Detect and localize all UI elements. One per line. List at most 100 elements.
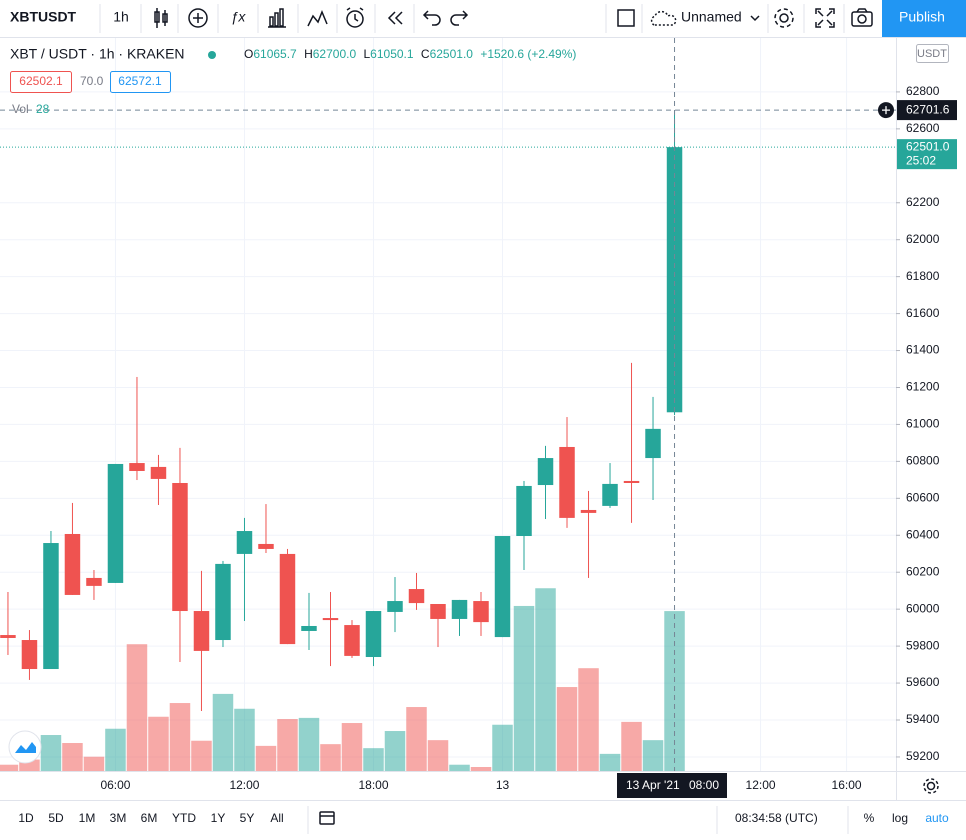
logo-shape [15, 742, 36, 753]
settings-icon[interactable] [774, 8, 794, 28]
clock[interactable]: 08:34:58 (UTC) [735, 811, 818, 825]
y-tick-label: 61800 [906, 269, 940, 283]
templates-icon[interactable] [307, 10, 328, 27]
candle-body [602, 483, 618, 506]
select-icon[interactable] [617, 9, 635, 27]
candle-body [580, 509, 597, 513]
undo-icon[interactable] [422, 10, 441, 26]
range-button[interactable]: All [270, 811, 283, 825]
volume-bar [126, 644, 148, 771]
volume-bar [427, 740, 449, 771]
logo [8, 730, 42, 764]
plus-sign[interactable] [882, 106, 890, 115]
cloud-icon[interactable] [650, 10, 677, 26]
volume-bar [406, 707, 427, 771]
bid[interactable]: 62502.1 [19, 74, 63, 88]
y-tick-label: 60800 [906, 454, 940, 468]
bottom-bar: 08:34:58 (UTC) % log auto 1D 5D 1M 3M 6M YTD 1… [18, 806, 949, 834]
chart-type-icon[interactable] [154, 8, 168, 28]
currency[interactable]: USDT [917, 48, 947, 60]
l-value: 61050.1 [370, 47, 414, 61]
volume-bar [621, 721, 642, 771]
volume-bar [191, 740, 212, 771]
candle-body [258, 543, 274, 549]
volume-bar [513, 605, 535, 771]
o-label: O [244, 47, 253, 61]
y-tick-label: 60600 [906, 491, 940, 505]
candle-body [107, 463, 124, 583]
volume-bar [320, 744, 341, 771]
bid-box[interactable] [10, 71, 72, 93]
candle-body [21, 640, 38, 670]
range-button[interactable]: 6M [141, 811, 158, 825]
top-toolbar: XBTUSDT 1h ƒx Unnamed Publish [0, 0, 966, 38]
range-button[interactable]: 5D [48, 811, 64, 825]
volume-bar [148, 716, 169, 771]
range-button[interactable]: 3M [110, 811, 127, 825]
candle-body [43, 543, 59, 670]
crosshair-price-label: 62701.6 [906, 102, 950, 116]
candle-body [279, 553, 296, 645]
range-button[interactable]: 5Y [240, 811, 255, 825]
x-tick-label: 16:00 [832, 778, 862, 792]
layout-name[interactable]: Unnamed [681, 9, 742, 25]
spread: 70.0 [80, 74, 104, 88]
candle-body [473, 601, 489, 623]
candle-body [365, 611, 382, 658]
ask-box[interactable] [110, 71, 171, 93]
fullscreen-icon[interactable] [815, 8, 835, 28]
crosshair-plus[interactable] [878, 102, 894, 119]
redo-icon[interactable] [450, 10, 469, 26]
candle-body [301, 625, 317, 631]
volume-bar [384, 731, 406, 771]
auto-toggle[interactable]: auto [925, 811, 949, 825]
compare-icon[interactable] [188, 8, 208, 28]
ask[interactable]: 62572.1 [118, 74, 162, 88]
y-tick-label: 60200 [906, 564, 940, 578]
volume-bar [298, 717, 320, 771]
goto-date-icon[interactable] [319, 811, 335, 825]
y-tick-label: 60400 [906, 527, 940, 541]
interval[interactable]: 1h [113, 9, 129, 25]
range-button[interactable]: YTD [172, 811, 196, 825]
range-button[interactable]: 1D [18, 811, 34, 825]
log-toggle[interactable]: log [892, 811, 908, 825]
legend-title: XBT / USDT · 1h · KRAKEN [10, 46, 185, 62]
alert-icon[interactable] [346, 7, 364, 28]
volume-bar [169, 703, 191, 771]
y-tick-label: 59800 [906, 638, 940, 652]
y-tick-label: 59400 [906, 712, 940, 726]
currency-box[interactable] [916, 44, 949, 63]
volume-bar [0, 764, 19, 771]
symbol[interactable]: XBTUSDT [10, 9, 77, 25]
indicators-icon[interactable]: ƒx [231, 9, 247, 25]
volume-bar [62, 743, 83, 771]
percent-toggle[interactable]: % [864, 811, 875, 825]
candle-body [236, 531, 253, 554]
replay-icon[interactable] [387, 11, 403, 25]
candle-body [516, 485, 532, 537]
legend: XBT / USDT · 1h · KRAKEN O61065.7 H62700… [10, 46, 576, 116]
publish-label[interactable]: Publish [899, 9, 945, 25]
vol-label: Vol [12, 102, 29, 116]
volume-bar [578, 668, 599, 771]
publish-button[interactable] [882, 0, 966, 37]
range-button[interactable]: 1M [79, 811, 96, 825]
financials-icon[interactable] [268, 8, 286, 28]
axis-settings-icon[interactable] [923, 778, 939, 794]
range-button[interactable]: 1Y [211, 811, 226, 825]
y-tick-label: 62200 [906, 195, 940, 209]
x-tick-label: 18:00 [358, 778, 388, 792]
volume-bar [277, 719, 298, 771]
plot-area [0, 38, 896, 771]
crosshair-date: 13 Apr '21 [626, 778, 680, 792]
y-tick-label: 59200 [906, 749, 940, 763]
c-value: 62501.0 [430, 47, 474, 61]
layout-chevron[interactable] [750, 15, 760, 22]
candle-body [666, 147, 683, 413]
y-tick-label: 61000 [906, 417, 940, 431]
volume-bar [535, 588, 556, 771]
volume-bar [642, 740, 664, 771]
candle-body [451, 599, 468, 619]
snapshot-icon[interactable] [851, 8, 873, 27]
